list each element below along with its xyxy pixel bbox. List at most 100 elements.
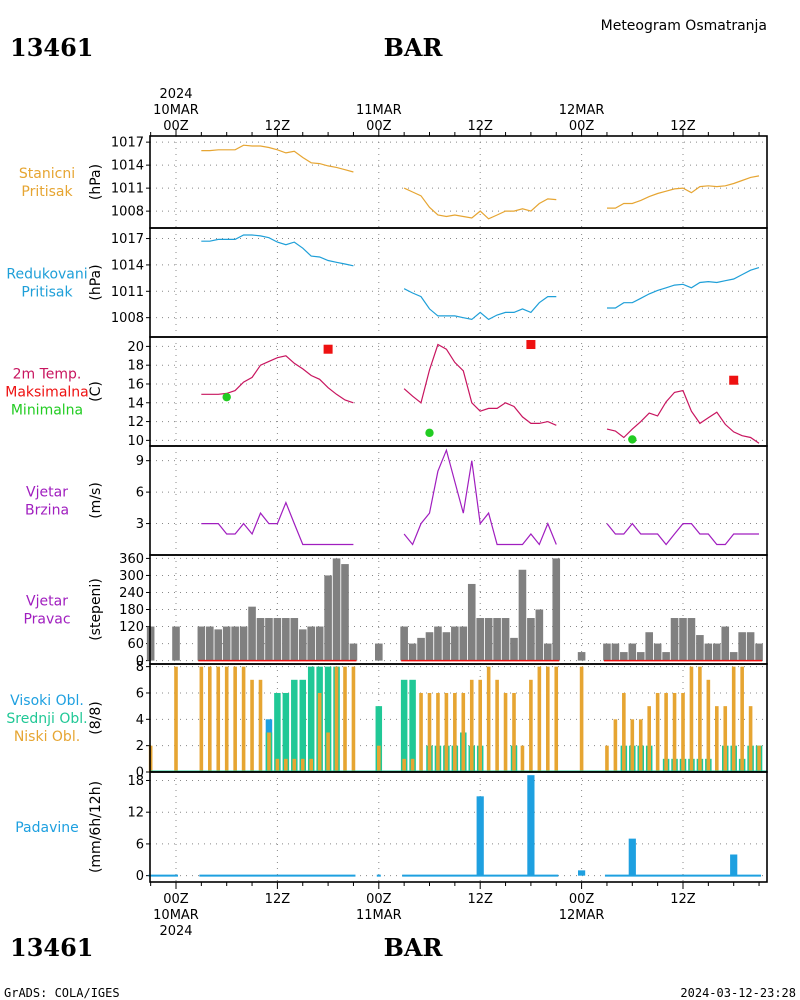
wind-direction-bar [721, 626, 730, 661]
cloud-bar [655, 692, 660, 772]
wind-direction-bar [628, 643, 637, 661]
series-line [201, 500, 354, 546]
y-tick-label: 14 [127, 396, 144, 411]
time-label-bottom: 11MAR [356, 908, 402, 923]
cloud-bar [613, 719, 618, 772]
cloud-bar [647, 706, 651, 772]
time-label-top: 00Z [163, 119, 189, 134]
y-tick-label: 16 [127, 377, 144, 392]
cloud-bar [715, 706, 719, 772]
min-temp-marker [425, 428, 434, 438]
y-tick-label: 12 [127, 806, 144, 821]
cloud-bar [224, 666, 229, 772]
wind-direction-bar [679, 618, 687, 661]
cloud-bar [486, 666, 491, 772]
time-label-bottom: 12MAR [559, 908, 605, 923]
wind-direction-bar [535, 609, 544, 661]
time-label-top: 12MAR [559, 103, 605, 118]
wind-direction-bar [197, 626, 206, 661]
wind-direction-bar [324, 575, 332, 661]
series-line [403, 187, 557, 220]
cloud-bar [377, 745, 381, 772]
cloud-bar [216, 666, 221, 772]
wind-direction-bar [298, 629, 307, 661]
panels: 1008101110141017(hPa)StanicniPritisak100… [5, 135, 768, 884]
panel-frame [149, 336, 768, 447]
cloud-bar [291, 679, 298, 772]
y-tick-label: 6 [136, 486, 144, 501]
cloud-bar [453, 692, 457, 772]
y-tick-label: 180 [119, 603, 144, 618]
wind-direction-bar [341, 564, 349, 661]
header: 13461 BAR Meteogram Osmatranja [10, 18, 767, 62]
wind-direction-bar [332, 558, 341, 661]
y-tick-label: 0 [136, 766, 144, 781]
cloud-bar [402, 758, 406, 772]
time-label-top: 2024 [159, 87, 192, 102]
cloud-bar [495, 679, 499, 772]
wind-direction-bar [451, 626, 459, 661]
panel-label: Pritisak [21, 184, 73, 200]
wind-direction-bar [501, 618, 510, 661]
wind-direction-bar [696, 635, 704, 661]
time-label-bottom: 00Z [163, 892, 189, 907]
wind-direction-bar [375, 643, 383, 661]
cloud-bar [579, 666, 584, 772]
wind-direction-bar [408, 643, 417, 661]
cloud-bar [554, 666, 559, 772]
cloud-bar [740, 666, 744, 772]
max-temp-marker [729, 375, 739, 385]
cloud-bar [478, 679, 482, 772]
panel-label: Vjetar [26, 594, 68, 610]
time-label-top: 10MAR [153, 103, 199, 118]
y-tick-label: 1011 [111, 285, 144, 300]
y-tick-label: 1014 [111, 159, 144, 174]
station-id-top: 13461 [10, 33, 94, 62]
wind-direction-bar [282, 618, 290, 661]
time-label-bottom: 00Z [366, 892, 392, 907]
panel-frame [149, 445, 768, 556]
wind-direction-bar [603, 643, 611, 661]
cloud-bar [292, 758, 297, 772]
y-tick-label: 6 [136, 837, 144, 852]
panel-label: Redukovani [6, 267, 87, 283]
time-label-bottom: 12Z [467, 892, 493, 907]
wind-direction-bar [442, 632, 451, 661]
cloud-bar [469, 679, 474, 772]
cloud-bar [317, 692, 322, 772]
cloud-bar [698, 666, 702, 772]
panel-label: Pravac [23, 612, 70, 628]
cloud-bar [334, 666, 339, 772]
panel-label: Niski Obl. [14, 729, 80, 745]
precip-bar [476, 796, 484, 876]
cloud-bar [706, 679, 711, 772]
cloud-bar [258, 679, 263, 772]
min-temp-marker [628, 435, 637, 444]
cloud-bar [199, 666, 204, 772]
cloud-bar [689, 666, 694, 772]
y-tick-label: 0 [136, 654, 144, 669]
panel-label: 2m Temp. [13, 367, 82, 383]
wind-direction-bar [620, 652, 628, 661]
cloud-bar [503, 692, 508, 772]
wind-direction-bar [577, 652, 586, 661]
panel-frame [149, 227, 768, 338]
y-axis-label: (stepeni) [88, 578, 104, 641]
cloud-bar [520, 745, 525, 772]
wind-direction-bar [425, 632, 434, 661]
wind-direction-bar [544, 643, 552, 661]
cloud-bar [343, 666, 347, 772]
y-tick-label: 18 [127, 774, 144, 789]
wind-direction-bar [476, 618, 484, 661]
y-tick-label: 0 [136, 869, 144, 884]
wind-direction-bar [206, 626, 214, 661]
cloud-bar [672, 692, 677, 772]
time-label-bottom: 2024 [159, 924, 192, 939]
y-tick-label: 1014 [111, 258, 144, 273]
series-line [607, 175, 760, 209]
min-temp-marker [222, 392, 231, 402]
wind-direction-bar [307, 626, 315, 661]
panel-label: Srednji Obl. [6, 711, 87, 727]
cloud-bar [208, 666, 212, 772]
